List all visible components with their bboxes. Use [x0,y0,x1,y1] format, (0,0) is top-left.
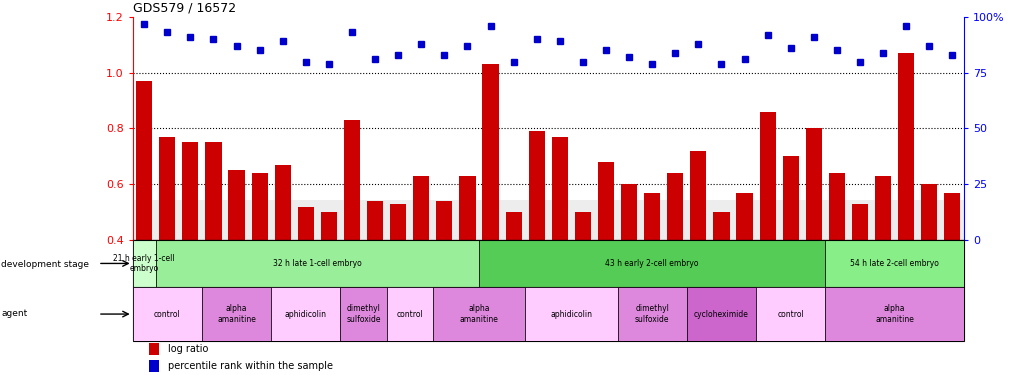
Bar [944,193,960,240]
Text: alpha
amanitine: alpha amanitine [460,304,498,324]
Bar [874,176,891,240]
Bar [136,81,152,240]
Text: 21 h early 1-cell
embryo: 21 h early 1-cell embryo [113,254,175,273]
Text: 43 h early 2-cell embryo: 43 h early 2-cell embryo [605,259,698,268]
Bar [824,240,963,287]
Bar [459,176,475,240]
Text: aphidicolin: aphidicolin [550,310,592,319]
Bar [828,173,844,240]
Bar [343,120,360,240]
Text: percentile rank within the sample: percentile rank within the sample [167,360,332,370]
Bar [505,212,521,240]
Bar [132,287,202,341]
Bar [551,137,568,240]
Bar [205,142,221,240]
Text: development stage: development stage [1,260,89,269]
Bar [389,204,406,240]
Bar [271,287,340,341]
Text: control: control [154,310,180,319]
Bar [202,287,271,341]
Text: GDS579 / 16572: GDS579 / 16572 [132,2,235,14]
Bar [805,128,821,240]
Bar [149,360,159,372]
Text: 54 h late 2-cell embryo: 54 h late 2-cell embryo [850,259,938,268]
Bar [575,212,590,240]
Bar [386,287,432,341]
Bar [132,200,963,240]
Text: log ratio: log ratio [167,344,208,354]
Bar [321,212,336,240]
Bar [156,240,479,287]
Bar [616,287,686,341]
Text: 32 h late 1-cell embryo: 32 h late 1-cell embryo [273,259,362,268]
Bar [920,184,936,240]
Bar [597,162,613,240]
Bar [666,173,683,240]
Bar [228,170,245,240]
Bar [824,287,963,341]
Text: dimethyl
sulfoxide: dimethyl sulfoxide [345,304,380,324]
Bar [132,240,156,287]
Bar [182,142,199,240]
Bar [759,112,774,240]
Bar [479,240,824,287]
Bar [436,201,452,240]
Bar [413,176,429,240]
Text: alpha
amanitine: alpha amanitine [217,304,256,324]
Text: control: control [776,310,803,319]
Bar [690,151,706,240]
Text: aphidicolin: aphidicolin [284,310,326,319]
Bar [252,173,267,240]
Bar [643,193,659,240]
Bar [159,137,175,240]
Bar [686,287,755,341]
Bar [528,131,544,240]
Text: agent: agent [1,309,28,318]
Bar [340,287,386,341]
Bar [782,156,798,240]
Text: cycloheximide: cycloheximide [693,310,748,319]
Text: alpha
amanitine: alpha amanitine [874,304,913,324]
Bar [274,165,290,240]
Text: control: control [396,310,423,319]
Bar [755,287,824,341]
Bar [736,193,752,240]
Bar [851,204,867,240]
Bar [621,184,637,240]
Bar [897,53,913,240]
Bar [298,207,314,240]
Bar [525,287,616,341]
Bar [712,212,729,240]
Bar [149,343,159,355]
Bar [367,201,383,240]
Text: dimethyl
sulfoxide: dimethyl sulfoxide [634,304,668,324]
Bar [432,287,525,341]
Bar [482,64,498,240]
